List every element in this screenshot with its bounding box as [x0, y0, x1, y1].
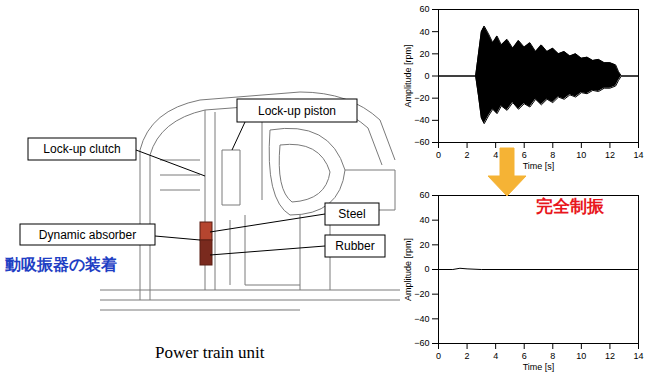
svg-text:14: 14: [633, 351, 643, 361]
svg-text:4: 4: [493, 150, 498, 160]
svg-text:−60: −60: [414, 338, 429, 348]
svg-text:Power train unit: Power train unit: [155, 343, 265, 362]
svg-text:Time [s]: Time [s]: [523, 161, 555, 171]
svg-text:4: 4: [493, 351, 498, 361]
svg-text:0: 0: [436, 150, 441, 160]
svg-text:−20: −20: [414, 289, 429, 299]
svg-text:Dynamic absorber: Dynamic absorber: [39, 228, 136, 242]
svg-text:12: 12: [605, 150, 615, 160]
svg-text:6: 6: [522, 351, 527, 361]
svg-text:−40: −40: [414, 115, 429, 125]
svg-text:14: 14: [633, 150, 643, 160]
svg-text:−20: −20: [414, 93, 429, 103]
svg-text:40: 40: [419, 27, 429, 37]
svg-text:10: 10: [576, 351, 586, 361]
svg-text:2: 2: [465, 351, 470, 361]
svg-text:6: 6: [522, 150, 527, 160]
svg-text:12: 12: [605, 351, 615, 361]
svg-text:動吸振器の装着: 動吸振器の装着: [4, 255, 117, 274]
svg-text:0: 0: [436, 351, 441, 361]
svg-text:Amplitude [rpm]: Amplitude [rpm]: [403, 238, 413, 301]
svg-text:20: 20: [419, 240, 429, 250]
svg-text:Time [s]: Time [s]: [523, 362, 555, 372]
svg-text:Lock-up piston: Lock-up piston: [258, 104, 336, 118]
svg-text:0: 0: [424, 71, 429, 81]
svg-text:Lock-up clutch: Lock-up clutch: [43, 142, 120, 156]
svg-text:−40: −40: [414, 314, 429, 324]
svg-text:0: 0: [424, 264, 429, 274]
svg-text:8: 8: [550, 351, 555, 361]
svg-text:20: 20: [419, 49, 429, 59]
svg-text:60: 60: [419, 4, 429, 14]
svg-text:8: 8: [550, 150, 555, 160]
svg-text:Rubber: Rubber: [335, 239, 374, 253]
svg-text:2: 2: [465, 150, 470, 160]
svg-text:10: 10: [576, 150, 586, 160]
svg-text:Steel: Steel: [338, 207, 365, 221]
svg-text:60: 60: [419, 190, 429, 200]
svg-text:完全制振: 完全制振: [536, 196, 605, 216]
svg-text:Amplitude [rpm]: Amplitude [rpm]: [403, 44, 413, 107]
svg-text:−60: −60: [414, 137, 429, 147]
svg-text:40: 40: [419, 215, 429, 225]
